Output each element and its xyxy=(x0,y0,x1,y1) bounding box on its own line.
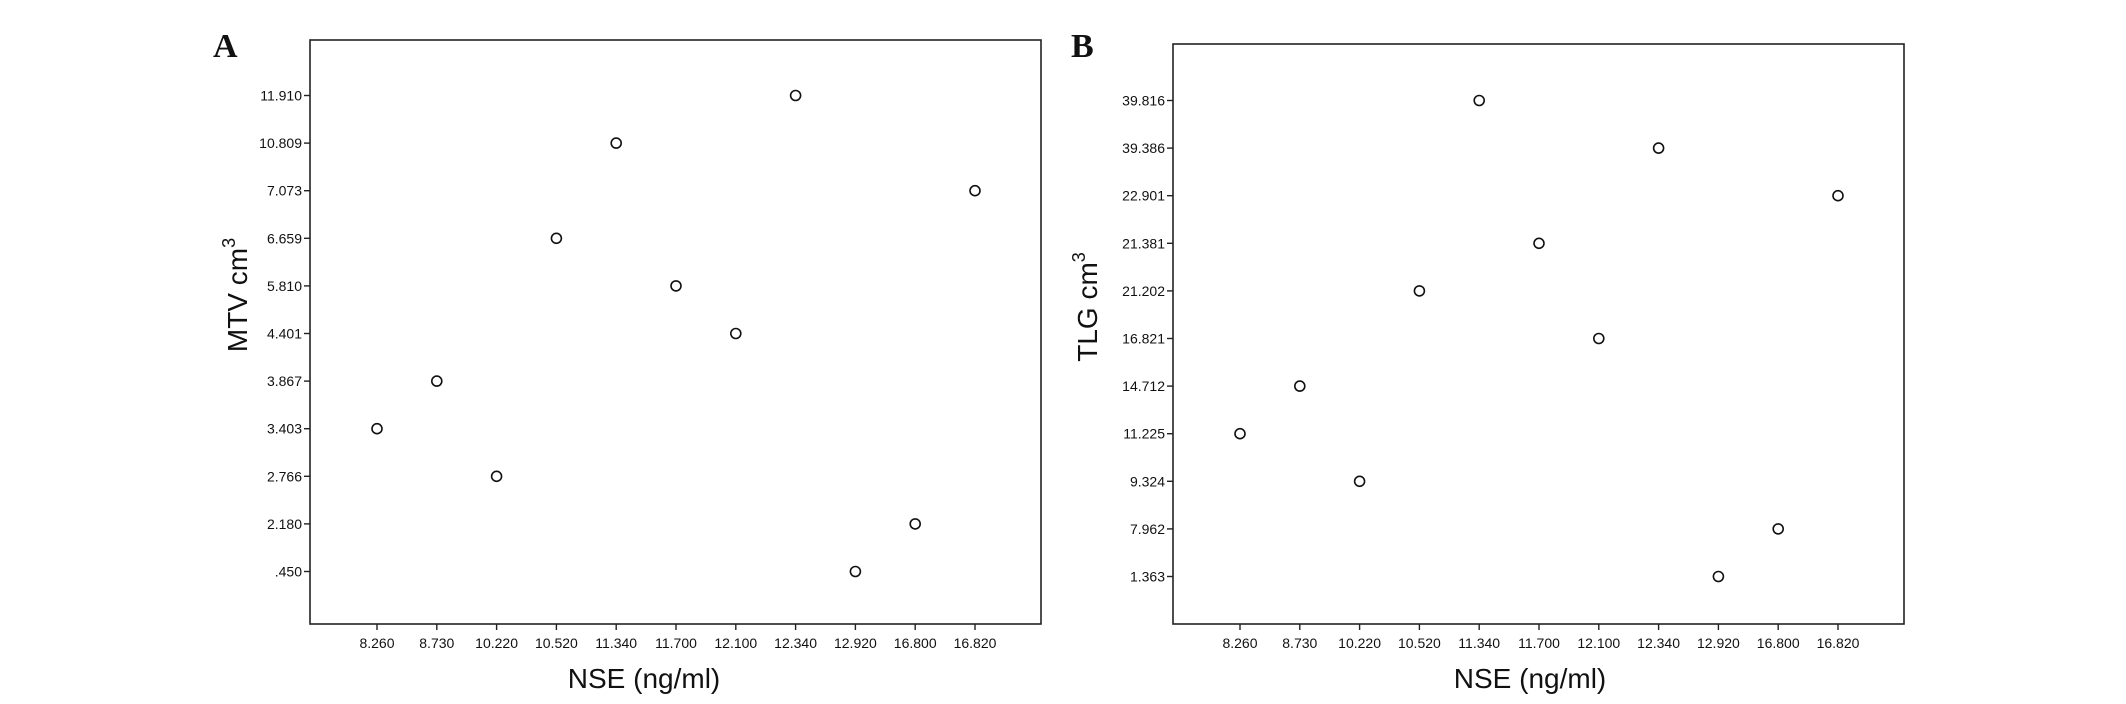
x-tick-label-b-6: 12.100 xyxy=(1577,635,1620,651)
data-point-a-1 xyxy=(430,375,443,387)
y-tick-label-a-5: 4.401 xyxy=(267,326,302,342)
y-tick-label-a-1: 2.180 xyxy=(267,516,302,532)
y-tick-label-b-2: 9.324 xyxy=(1130,473,1165,489)
data-point-a-8 xyxy=(849,565,862,578)
data-point-b-9 xyxy=(1772,523,1784,535)
data-point-b-10 xyxy=(1832,189,1844,202)
x-tick-label-a-9: 16.800 xyxy=(894,635,937,651)
x-tick-label-b-1: 8.730 xyxy=(1282,635,1317,651)
y-tick-label-b-1: 7.962 xyxy=(1130,521,1165,537)
points-a xyxy=(371,89,981,578)
plot-frame-a xyxy=(309,39,1042,625)
y-tick-label-a-8: 7.073 xyxy=(267,183,302,199)
x-tick-label-b-5: 11.700 xyxy=(1518,635,1560,651)
data-point-a-2 xyxy=(490,470,503,483)
panel-b: B 8.260 8.730 10.220 10.520 11.340 11.700 12.1… xyxy=(1069,28,1905,694)
y-tick-label-b-3: 11.225 xyxy=(1123,426,1165,442)
x-tick-label-a-3: 10.520 xyxy=(535,635,578,651)
x-tick-label-b-8: 12.920 xyxy=(1697,635,1740,651)
y-ticks-a: .450 2.180 2.766 3.403 3.867 4.401 5.810 6.659 7… xyxy=(259,88,310,580)
data-point-b-3 xyxy=(1413,285,1426,297)
data-point-b-0 xyxy=(1234,427,1246,440)
data-point-b-5 xyxy=(1533,237,1545,250)
y-tick-label-a-10: 11.910 xyxy=(260,88,302,104)
plot-frame-b xyxy=(1172,43,1905,625)
data-point-a-7 xyxy=(789,89,802,102)
y-tick-label-a-6: 5.810 xyxy=(267,278,302,294)
data-point-b-4 xyxy=(1473,94,1485,107)
y-tick-label-b-0: 1.363 xyxy=(1130,569,1165,585)
x-tick-label-a-7: 12.340 xyxy=(774,635,817,651)
x-tick-label-a-2: 10.220 xyxy=(475,635,518,651)
x-tick-label-b-10: 16.820 xyxy=(1817,635,1860,651)
x-tick-label-a-8: 12.920 xyxy=(834,635,877,651)
x-tick-label-a-5: 11.700 xyxy=(655,635,697,651)
y-tick-label-a-2: 2.766 xyxy=(267,468,302,484)
x-tick-label-a-10: 16.820 xyxy=(954,635,997,651)
data-point-a-6 xyxy=(729,327,742,340)
y-axis-title-b: TLG cm3 xyxy=(1069,252,1103,362)
x-ticks-b: 8.260 8.730 10.220 10.520 11.340 11.700 12.100… xyxy=(1222,624,1860,651)
x-axis-title-a: NSE (ng/ml) xyxy=(568,663,720,694)
y-tick-label-b-10: 39.816 xyxy=(1122,93,1165,109)
y-tick-label-b-9: 39.386 xyxy=(1122,140,1165,156)
data-point-b-2 xyxy=(1353,475,1366,488)
y-tick-label-b-6: 21.202 xyxy=(1122,283,1165,299)
x-tick-label-b-2: 10.220 xyxy=(1338,635,1381,651)
x-tick-label-b-4: 11.340 xyxy=(1458,635,1500,651)
data-point-a-10 xyxy=(969,184,981,197)
data-point-b-6 xyxy=(1593,332,1605,345)
data-point-a-0 xyxy=(371,422,383,435)
x-tick-label-a-4: 11.340 xyxy=(595,635,637,651)
data-point-a-5 xyxy=(670,280,682,292)
panel-label-b: B xyxy=(1071,28,1094,65)
y-tick-label-a-9: 10.809 xyxy=(259,135,302,151)
y-tick-label-a-0: .450 xyxy=(275,564,302,580)
y-tick-label-b-5: 16.821 xyxy=(1122,331,1165,347)
y-tick-label-a-7: 6.659 xyxy=(267,230,302,246)
x-tick-label-b-3: 10.520 xyxy=(1398,635,1441,651)
y-axis-title-a: MTV cm3 xyxy=(219,238,253,352)
y-tick-label-b-8: 22.901 xyxy=(1122,188,1165,204)
panel-a: A 8.260 8.730 10.220 10.520 11.340 11.700 12.1… xyxy=(213,28,1042,694)
x-tick-label-b-0: 8.260 xyxy=(1222,635,1257,651)
x-axis-title-b: NSE (ng/ml) xyxy=(1454,663,1606,694)
y-tick-label-b-4: 14.712 xyxy=(1122,378,1165,394)
y-ticks-b: 1.363 7.962 9.324 11.225 14.712 16.821 21.202 2… xyxy=(1122,93,1173,585)
data-point-b-1 xyxy=(1294,380,1306,392)
data-point-a-4 xyxy=(610,137,623,149)
y-tick-label-b-7: 21.381 xyxy=(1122,235,1165,251)
data-point-a-3 xyxy=(550,232,563,245)
data-point-b-8 xyxy=(1712,570,1725,583)
x-tick-label-a-6: 12.100 xyxy=(714,635,757,651)
panel-label-a: A xyxy=(213,28,238,65)
x-tick-label-b-9: 16.800 xyxy=(1757,635,1800,651)
y-tick-label-a-3: 3.403 xyxy=(267,421,302,437)
x-tick-label-a-1: 8.730 xyxy=(419,635,454,651)
data-point-b-7 xyxy=(1652,142,1665,154)
points-b xyxy=(1234,94,1844,583)
x-tick-label-a-0: 8.260 xyxy=(359,635,394,651)
data-point-a-9 xyxy=(909,518,922,530)
x-tick-label-b-7: 12.340 xyxy=(1637,635,1680,651)
x-ticks-a: 8.260 8.730 10.220 10.520 11.340 11.700 12.100… xyxy=(359,624,997,651)
y-tick-label-a-4: 3.867 xyxy=(267,373,302,389)
